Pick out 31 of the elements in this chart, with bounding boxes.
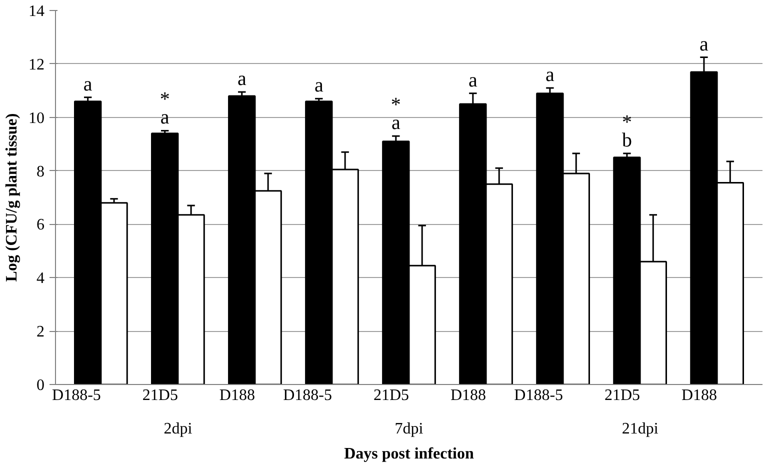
y-tick-label: 12 — [28, 56, 44, 74]
data-label: * a — [160, 88, 170, 129]
x-tick-label: 21D5 — [604, 387, 640, 404]
data-label: a — [83, 73, 92, 96]
x-tick-label: D188 — [219, 387, 255, 404]
y-tick-label: 14 — [28, 3, 44, 20]
text: 7dpi — [394, 420, 424, 438]
x-tick-label: D188-5 — [514, 387, 564, 404]
data-label: a — [468, 69, 478, 92]
x-tick-label: D188 — [682, 387, 718, 404]
y-tick-label: 4 — [36, 270, 44, 288]
x-tick-label: 21D5 — [373, 387, 410, 404]
data-label: * a — [390, 94, 401, 134]
text: 2dpi — [164, 420, 193, 438]
x-axis-title: Days post infection — [344, 446, 474, 462]
x-tick-label: 21D5 — [142, 387, 178, 404]
y-tick-label: 6 — [36, 216, 44, 234]
y-tick-label: 2 — [36, 324, 44, 341]
data-label: a — [237, 68, 246, 90]
x-tick-label: D188 — [450, 387, 486, 404]
x-tick-label: D188-5 — [52, 387, 101, 404]
y-tick-label: 10 — [28, 110, 44, 127]
data-label: * b — [622, 111, 632, 152]
text: 21dpi — [622, 420, 659, 438]
data-label: a — [700, 33, 709, 56]
x-tick-label: D188-5 — [283, 387, 332, 404]
y-tick-label: 8 — [36, 163, 44, 180]
y-tick-label: 0 — [36, 377, 44, 394]
y-axis-title: Log (CFU/g plant tissue) — [4, 113, 20, 282]
data-label: a — [314, 74, 324, 97]
data-label: a — [546, 64, 554, 86]
